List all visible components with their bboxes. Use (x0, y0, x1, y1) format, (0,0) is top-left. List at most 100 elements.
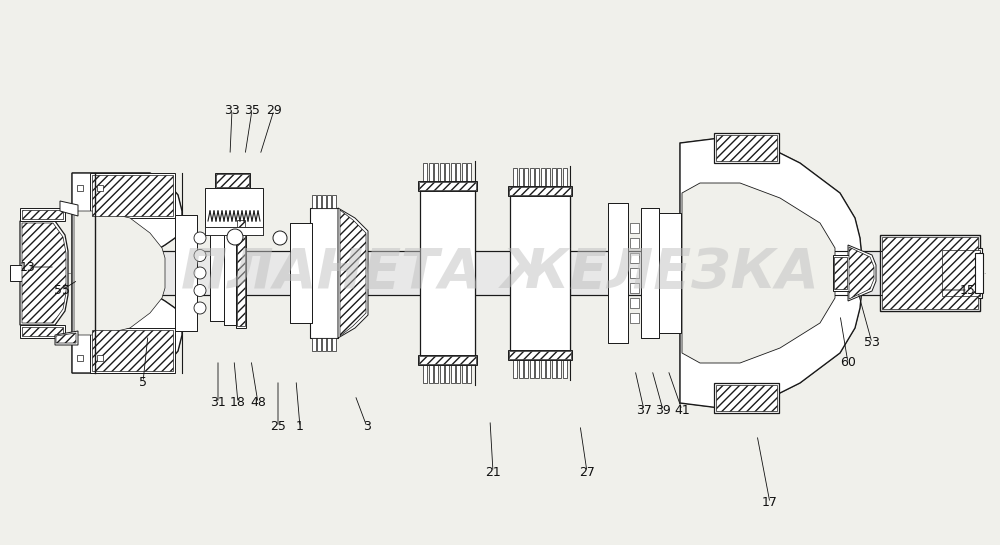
Text: 35: 35 (244, 104, 260, 117)
Bar (462, 163, 466, 183)
Bar (175, 215, 197, 331)
Bar (716, 135, 777, 161)
Bar (518, 168, 522, 188)
Bar (714, 133, 779, 163)
Bar (205, 227, 263, 235)
Bar (659, 213, 681, 333)
Bar (434, 363, 438, 383)
Bar (510, 188, 570, 358)
Polygon shape (55, 331, 78, 345)
Bar (95, 251, 885, 295)
Bar (508, 350, 572, 360)
Bar (310, 208, 338, 338)
Bar (530, 358, 534, 378)
Bar (97, 185, 103, 191)
Polygon shape (90, 328, 175, 373)
Bar (546, 168, 550, 188)
Bar (224, 221, 236, 325)
Polygon shape (338, 208, 368, 338)
Text: 5: 5 (139, 376, 147, 389)
Text: 31: 31 (210, 397, 226, 409)
Bar (216, 174, 249, 187)
Bar (513, 358, 517, 378)
Bar (557, 168, 561, 188)
Bar (440, 163, 444, 183)
Bar (440, 363, 444, 383)
Bar (518, 358, 522, 378)
Bar (327, 338, 331, 351)
Polygon shape (22, 223, 66, 323)
Bar (445, 163, 449, 183)
Bar (419, 182, 476, 190)
Bar (419, 356, 476, 364)
Bar (880, 235, 980, 311)
Polygon shape (60, 201, 78, 216)
Bar (423, 163, 427, 183)
Polygon shape (680, 138, 862, 408)
Circle shape (194, 302, 206, 314)
Text: 60: 60 (840, 356, 856, 370)
Bar (552, 168, 556, 188)
Bar (513, 168, 517, 188)
Bar (310, 208, 338, 338)
Bar (215, 173, 250, 188)
Polygon shape (56, 333, 76, 343)
Bar (317, 195, 321, 208)
Bar (716, 385, 777, 411)
Bar (540, 358, 544, 378)
Bar (641, 208, 659, 338)
Bar (420, 183, 475, 363)
Circle shape (194, 267, 206, 279)
Circle shape (194, 232, 206, 244)
Bar (833, 255, 849, 291)
Bar (540, 168, 544, 188)
Polygon shape (74, 211, 165, 335)
Bar (312, 338, 316, 351)
Bar (20, 208, 65, 221)
Polygon shape (340, 210, 366, 336)
Circle shape (273, 231, 287, 245)
Bar (508, 186, 572, 196)
Bar (428, 363, 432, 383)
Bar (332, 195, 336, 208)
Bar (509, 351, 571, 359)
Bar (322, 195, 326, 208)
Bar (77, 355, 83, 361)
Text: 1: 1 (296, 421, 304, 433)
Circle shape (227, 229, 243, 245)
Bar (882, 237, 978, 309)
Circle shape (194, 250, 206, 262)
Bar (510, 188, 570, 358)
Bar (327, 195, 331, 208)
Bar (428, 163, 432, 183)
Bar (562, 168, 566, 188)
Bar (630, 268, 639, 278)
Polygon shape (92, 330, 173, 371)
Bar (562, 358, 566, 378)
Text: 29: 29 (266, 104, 282, 117)
Bar (418, 181, 477, 191)
Text: 25: 25 (270, 421, 286, 433)
Bar (659, 213, 681, 333)
Polygon shape (848, 245, 876, 301)
Bar (418, 355, 477, 365)
Bar (557, 358, 561, 378)
Text: 13: 13 (20, 261, 36, 274)
Polygon shape (90, 173, 175, 218)
Bar (210, 225, 224, 321)
Text: ПЛАНЕТА ЖЕЛЕЗКА: ПЛАНЕТА ЖЕЛЕЗКА (181, 246, 819, 300)
Text: 21: 21 (485, 465, 501, 479)
Text: 27: 27 (579, 465, 595, 479)
Bar (975, 253, 983, 293)
Bar (535, 168, 539, 188)
Text: 15: 15 (960, 283, 976, 296)
Bar (641, 208, 659, 338)
Text: 17: 17 (762, 496, 778, 510)
Bar (312, 195, 316, 208)
Bar (22, 327, 63, 336)
Bar (236, 218, 246, 328)
Bar (205, 227, 263, 235)
Bar (322, 338, 326, 351)
Bar (940, 248, 982, 298)
Bar (423, 363, 427, 383)
